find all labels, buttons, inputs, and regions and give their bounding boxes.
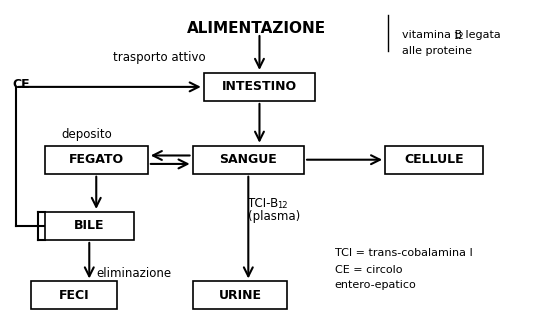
- FancyBboxPatch shape: [31, 281, 117, 309]
- Text: TCI-B: TCI-B: [248, 197, 278, 210]
- Text: vitamina B: vitamina B: [402, 30, 462, 40]
- Text: TCI = trans-cobalamina I: TCI = trans-cobalamina I: [335, 248, 473, 258]
- Text: BILE: BILE: [74, 219, 104, 232]
- Text: CE = circolo: CE = circolo: [335, 265, 402, 275]
- FancyBboxPatch shape: [45, 212, 134, 240]
- Text: legata: legata: [462, 30, 501, 40]
- Text: ALIMENTAZIONE: ALIMENTAZIONE: [187, 21, 326, 36]
- Text: deposito: deposito: [61, 127, 112, 141]
- Text: eliminazione: eliminazione: [97, 266, 171, 280]
- Text: trasporto attivo: trasporto attivo: [113, 51, 205, 65]
- Text: URINE: URINE: [218, 289, 262, 302]
- FancyBboxPatch shape: [45, 146, 148, 174]
- Text: alle proteine: alle proteine: [402, 46, 472, 56]
- FancyBboxPatch shape: [193, 281, 287, 309]
- Text: FECI: FECI: [59, 289, 89, 302]
- Text: CELLULE: CELLULE: [404, 153, 464, 166]
- FancyBboxPatch shape: [204, 73, 315, 101]
- FancyBboxPatch shape: [385, 146, 483, 174]
- FancyBboxPatch shape: [193, 146, 304, 174]
- Text: entero-epatico: entero-epatico: [335, 280, 417, 290]
- Text: (plasma): (plasma): [248, 210, 301, 223]
- Text: 12: 12: [277, 201, 288, 210]
- Text: FEGATO: FEGATO: [69, 153, 124, 166]
- Text: CE: CE: [12, 78, 30, 91]
- Text: 12: 12: [453, 32, 464, 41]
- Text: SANGUE: SANGUE: [219, 153, 277, 166]
- Text: INTESTINO: INTESTINO: [222, 80, 297, 93]
